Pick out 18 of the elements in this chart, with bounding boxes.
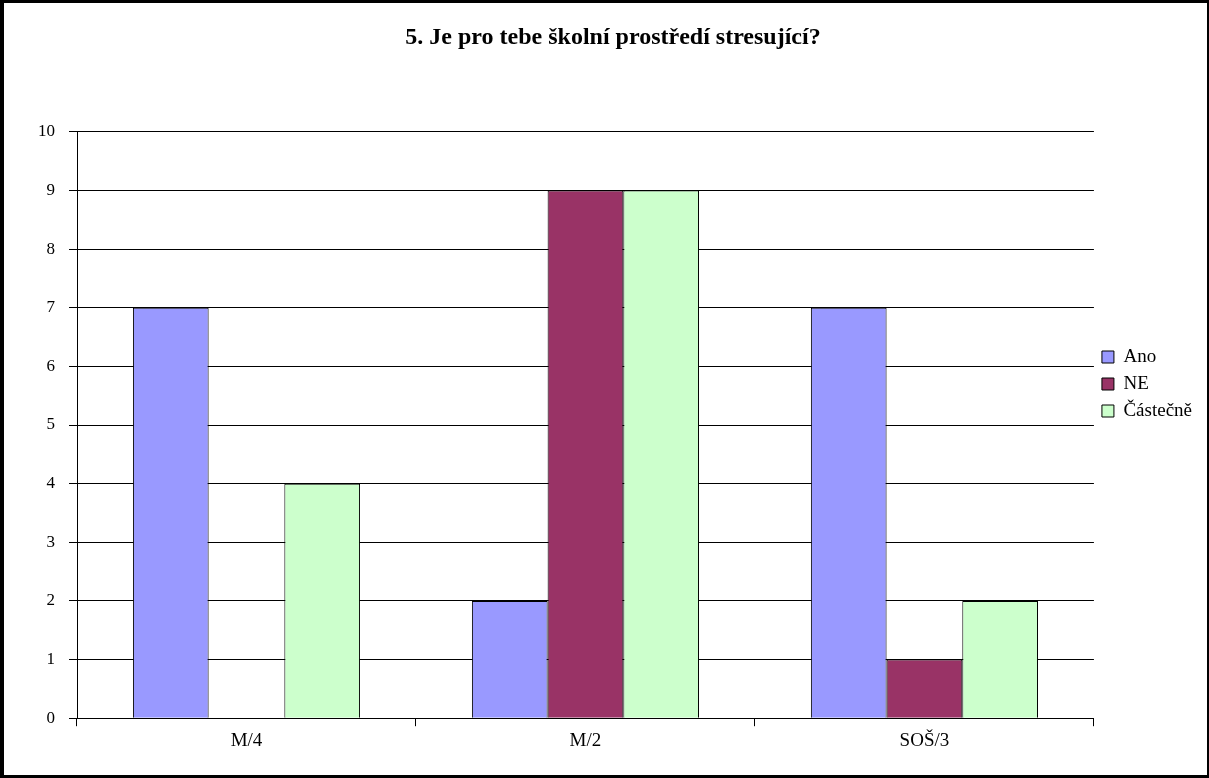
y-tick-label: 2 <box>46 590 55 610</box>
y-tick-label: 1 <box>46 649 55 669</box>
legend-label: Částečně <box>1123 398 1192 420</box>
y-tick-label: 6 <box>46 355 55 375</box>
y-tick-label: 5 <box>46 414 55 434</box>
y-tick-label: 9 <box>46 179 55 199</box>
x-tick-label: M/2 <box>569 728 602 750</box>
legend-label: Ano <box>1123 344 1157 366</box>
x-tick-label: M/4 <box>230 728 263 750</box>
y-tick-label: 8 <box>46 238 55 258</box>
y-tick-label: 7 <box>46 297 56 317</box>
chart-title: 5. Je pro tebe školní prostředí stresující? <box>405 22 821 49</box>
legend-label: NE <box>1123 371 1149 393</box>
y-tick-label: 3 <box>46 531 55 551</box>
y-tick-label: 10 <box>38 121 55 141</box>
x-tick-label: SOŠ/3 <box>899 728 950 750</box>
y-tick-label: 0 <box>46 707 55 727</box>
y-tick-label: 4 <box>46 473 56 493</box>
